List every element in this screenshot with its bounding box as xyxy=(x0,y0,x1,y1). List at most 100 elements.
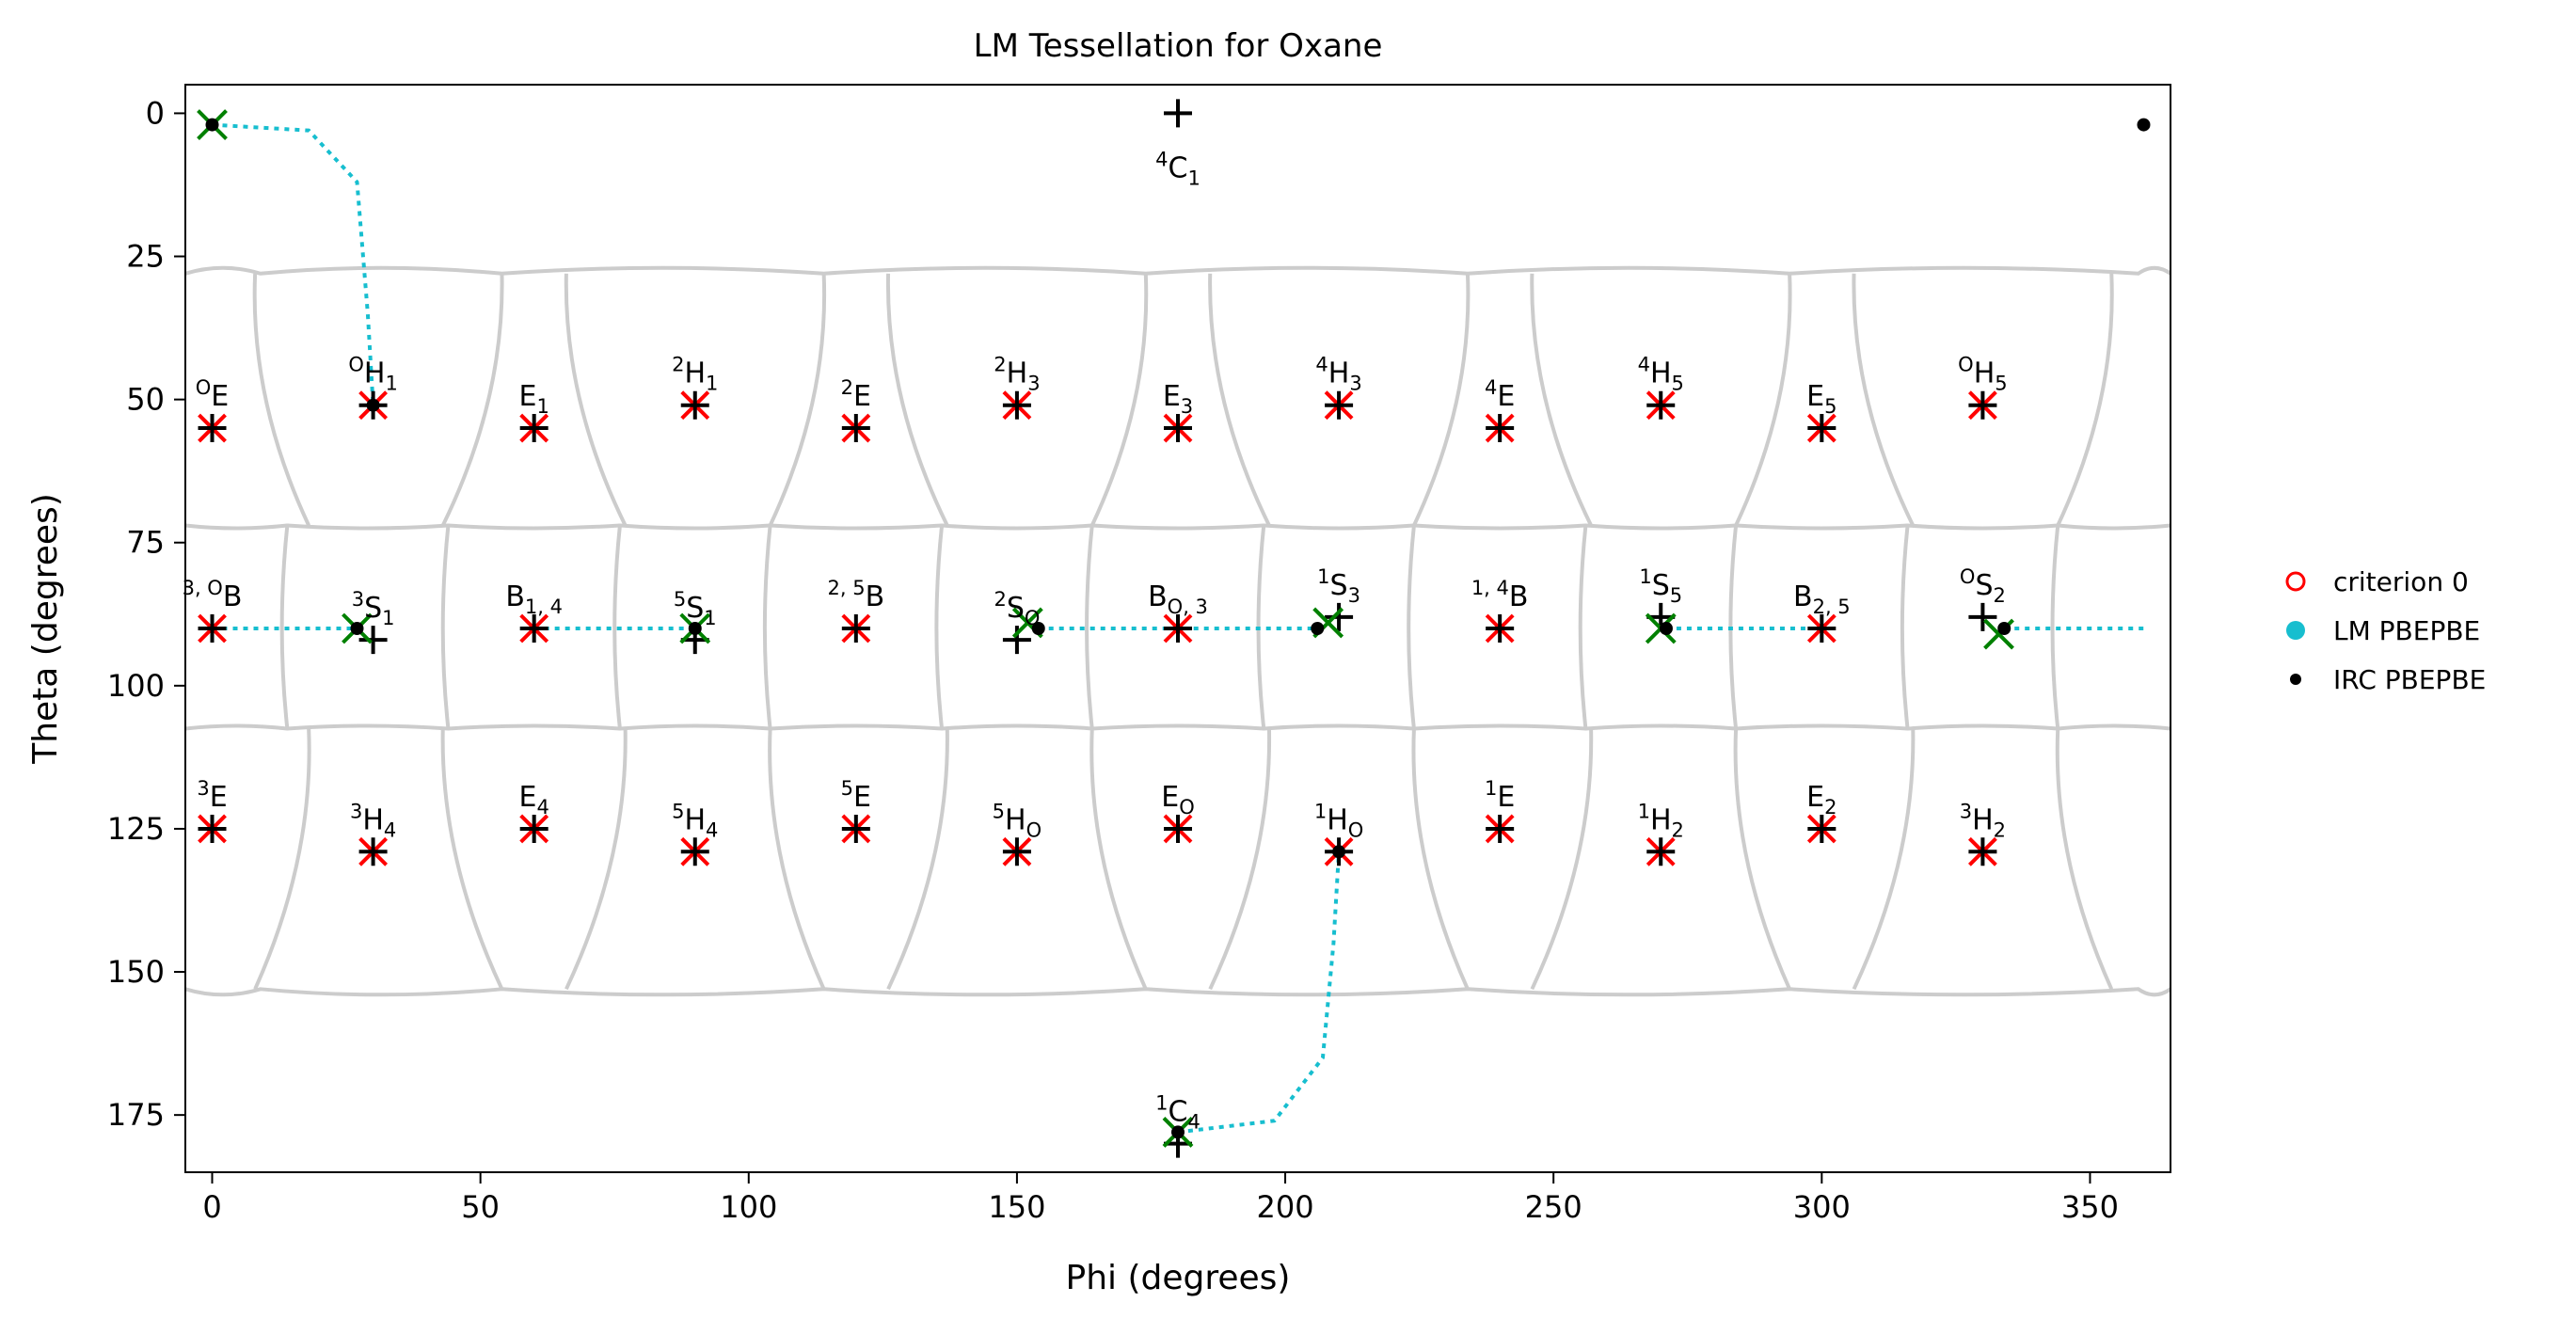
y-tick-label: 75 xyxy=(126,525,165,561)
canonical-marker xyxy=(358,626,388,655)
y-tick-label: 125 xyxy=(107,811,165,847)
canonical-marker xyxy=(1002,837,1031,866)
canonical-label: 2H3 xyxy=(994,354,1040,395)
irc-point xyxy=(350,622,364,635)
tess-vertical-top-9 xyxy=(1734,273,1792,527)
irc-point xyxy=(1311,622,1325,635)
irc-path xyxy=(1177,851,1342,1135)
x-tick-label: 150 xyxy=(988,1189,1045,1225)
canonical-label: 4C1 xyxy=(1155,148,1201,189)
irc-point xyxy=(688,622,702,635)
canonical-label: 5H4 xyxy=(672,800,718,841)
irc-point xyxy=(1659,622,1673,635)
tess-vertical-bottom-2 xyxy=(564,728,628,991)
tess-vertical-top-1 xyxy=(440,273,504,527)
canonical-label: 5S1 xyxy=(674,588,717,629)
canonical-label: 3S1 xyxy=(352,588,395,629)
canonical-marker xyxy=(519,614,549,643)
irc-path xyxy=(212,122,375,405)
x-tick-label: 0 xyxy=(202,1189,221,1225)
canonical-marker xyxy=(1002,390,1031,420)
y-tick-label: 50 xyxy=(126,382,165,418)
canonical-marker xyxy=(1968,837,1997,866)
x-tick-label: 200 xyxy=(1257,1189,1314,1225)
y-axis-ticks: 0 25 50 75 100 125 150 175 xyxy=(107,95,185,1133)
canonical-label: 2H1 xyxy=(672,354,718,395)
canonical-marker xyxy=(198,614,227,643)
canonical-label: B1, 4 xyxy=(505,580,563,618)
canonical-label: OH5 xyxy=(1958,354,2007,395)
tess-vertical-top-7 xyxy=(1412,273,1471,527)
tess-vertical-bottom-5 xyxy=(1089,728,1148,991)
legend-label: IRC PBEPBE xyxy=(2333,664,2486,695)
chart-title: LM Tessellation for Oxane xyxy=(974,27,1383,65)
x-axis-ticks: 0 50 100 150 200 250 300 350 xyxy=(202,1172,2119,1225)
tess-vertical-top-10 xyxy=(1852,273,1916,527)
canonical-label: E3 xyxy=(1163,380,1193,418)
x-tick-label: 350 xyxy=(2061,1189,2119,1225)
tess-vertical-top-3 xyxy=(768,273,827,527)
canonical-label: 1, 4B xyxy=(1471,577,1529,613)
canonical-label: 1C4 xyxy=(1155,1092,1201,1134)
canonical-marker xyxy=(841,414,870,443)
canonical-marker xyxy=(1486,814,1515,843)
canonical-label: 3E xyxy=(197,777,227,814)
canonical-marker xyxy=(1002,626,1031,655)
tess-vertical-mid-3 xyxy=(762,525,772,729)
tess-vertical-top-6 xyxy=(1208,273,1271,527)
tess-vertical-mid-2 xyxy=(612,525,622,729)
irc-markers xyxy=(205,118,2151,1139)
irc-point xyxy=(205,118,219,132)
canonical-label: E2 xyxy=(1806,781,1837,818)
canonical-label: 1HO xyxy=(1314,800,1363,841)
x-axis-label: Phi (degrees) xyxy=(1066,1259,1291,1297)
canonical-marker xyxy=(1486,614,1515,643)
canonical-label: 2SO xyxy=(994,588,1040,629)
legend-label: criterion 0 xyxy=(2333,566,2469,597)
tess-vertical-top-4 xyxy=(885,273,949,527)
canonical-label: 1S3 xyxy=(1317,565,1360,607)
tess-vertical-bottom-11 xyxy=(2055,728,2114,991)
y-tick-label: 0 xyxy=(146,95,165,131)
tess-row-mid-top xyxy=(184,523,2171,531)
canonical-label: B2, 5 xyxy=(1793,580,1851,618)
canonical-label: E1 xyxy=(519,380,549,418)
canonical-marker xyxy=(1807,614,1837,643)
canonical-label: EO xyxy=(1161,781,1195,818)
tess-vertical-bottom-10 xyxy=(1852,728,1916,991)
irc-point xyxy=(1031,622,1045,635)
tess-vertical-bottom-6 xyxy=(1208,728,1272,991)
canonical-label: 4E xyxy=(1485,376,1515,413)
tess-row-bottom xyxy=(184,987,2172,997)
irc-point xyxy=(1171,1125,1185,1139)
canonical-marker xyxy=(519,414,549,443)
legend: criterion 0 LM PBEPBE IRC PBEPBE xyxy=(2285,566,2486,695)
canonical-marker xyxy=(841,614,870,643)
canonical-marker xyxy=(1325,602,1354,631)
tess-vertical-mid-10 xyxy=(1900,525,1910,729)
tess-vertical-mid-11 xyxy=(2050,525,2060,729)
y-tick-label: 175 xyxy=(107,1097,165,1133)
tess-vertical-top-8 xyxy=(1530,273,1593,527)
canonical-label: 4H5 xyxy=(1638,354,1684,395)
tess-vertical-top-0 xyxy=(252,273,310,527)
tess-vertical-mid-8 xyxy=(1578,525,1588,729)
canonical-label: 1H2 xyxy=(1638,800,1684,841)
legend-marker-lm xyxy=(2286,621,2305,640)
canonical-label: 3H4 xyxy=(350,800,396,841)
legend-label: LM PBEPBE xyxy=(2333,615,2480,646)
canonical-label: 2E xyxy=(841,376,871,413)
tess-vertical-bottom-4 xyxy=(886,728,949,991)
tess-vertical-top-5 xyxy=(1089,273,1149,527)
legend-marker-irc xyxy=(2290,674,2301,685)
canonical-label: 3H2 xyxy=(1960,800,2006,841)
irc-point xyxy=(2137,118,2151,132)
y-axis-label: Theta (degrees) xyxy=(26,493,65,765)
canonical-marker xyxy=(680,837,709,866)
canonical-label: E5 xyxy=(1806,380,1837,418)
canonical-marker xyxy=(680,390,709,420)
canonical-marker xyxy=(1164,814,1192,843)
tess-vertical-mid-1 xyxy=(440,525,451,729)
irc-point xyxy=(366,398,380,412)
